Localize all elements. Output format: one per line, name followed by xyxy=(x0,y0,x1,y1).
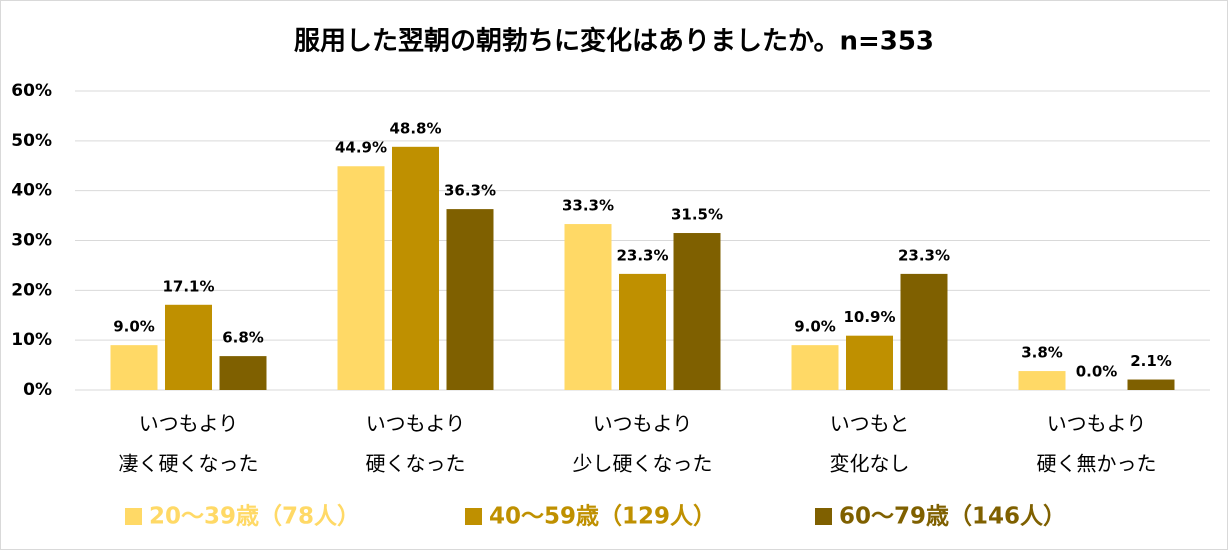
legend-label: 20〜39歳（78人） xyxy=(149,503,360,530)
value-label: 2.1% xyxy=(1130,352,1172,370)
value-label: 10.9% xyxy=(843,308,895,326)
value-label: 48.8% xyxy=(389,119,441,137)
bar xyxy=(446,209,494,390)
bar xyxy=(791,345,839,390)
bar xyxy=(219,356,267,390)
value-label: 6.8% xyxy=(222,329,264,347)
bar xyxy=(564,224,612,390)
legend-label: 60〜79歳（146人） xyxy=(839,503,1066,530)
x-tick-label: 硬くなった xyxy=(366,452,466,476)
value-label: 17.1% xyxy=(162,277,214,295)
x-tick-label: 変化なし xyxy=(830,452,910,476)
bar xyxy=(1018,371,1066,390)
value-label: 9.0% xyxy=(113,318,155,336)
value-label: 31.5% xyxy=(671,206,723,224)
y-tick-label: 0% xyxy=(23,380,52,400)
x-tick-label: いつもより xyxy=(366,412,466,436)
value-label: 44.9% xyxy=(335,139,387,157)
bar xyxy=(110,345,158,390)
bar xyxy=(846,335,893,390)
value-label: 9.0% xyxy=(794,318,836,336)
bar xyxy=(900,273,948,390)
y-tick-label: 60% xyxy=(11,81,52,101)
bar xyxy=(619,273,666,390)
value-label: 23.3% xyxy=(898,246,950,264)
bar xyxy=(392,146,439,390)
bar xyxy=(337,166,385,390)
y-tick-label: 30% xyxy=(11,231,52,251)
value-label: 33.3% xyxy=(562,197,614,215)
x-tick-label: 硬く無かった xyxy=(1037,452,1157,476)
x-tick-label: いつもより xyxy=(1047,412,1147,436)
x-tick-label: いつもより xyxy=(139,412,239,436)
bar xyxy=(1127,379,1175,390)
x-tick-label: 凄く硬くなった xyxy=(119,452,259,476)
bar xyxy=(673,233,721,390)
legend-swatch xyxy=(815,508,832,525)
legend-swatch xyxy=(125,508,142,525)
chart-title: 服用した翌朝の朝勃ちに変化はありましたか。n=353 xyxy=(294,26,934,57)
bar xyxy=(165,304,212,390)
value-label: 0.0% xyxy=(1076,363,1118,381)
legend-swatch xyxy=(465,508,482,525)
x-tick-label: いつもより xyxy=(593,412,693,436)
value-label: 3.8% xyxy=(1021,344,1063,362)
y-tick-label: 20% xyxy=(11,280,52,300)
value-label: 36.3% xyxy=(444,182,496,200)
y-tick-label: 10% xyxy=(11,330,52,350)
value-label: 23.3% xyxy=(616,246,668,264)
x-tick-label: いつもと xyxy=(830,412,910,436)
y-tick-label: 50% xyxy=(11,131,52,151)
legend-label: 40〜59歳（129人） xyxy=(489,503,716,530)
x-tick-label: 少し硬くなった xyxy=(573,452,713,476)
y-tick-label: 40% xyxy=(11,181,52,201)
